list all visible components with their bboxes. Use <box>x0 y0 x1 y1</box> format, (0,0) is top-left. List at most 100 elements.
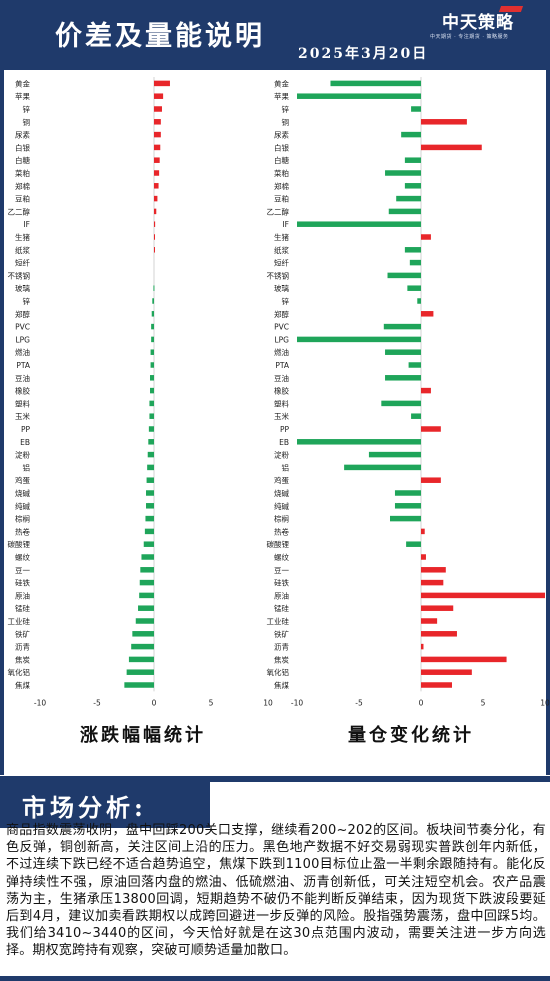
right-bar-PVC <box>383 323 421 330</box>
right-category-label: 不锈钢 <box>267 270 290 280</box>
brand-logo: 中天策略 中天期货 · 专注期货 · 策略服务 <box>428 6 543 46</box>
right-category-label: 锰硅 <box>274 603 289 613</box>
right-bar-氧化铝 <box>421 669 472 675</box>
right-category-label: 鸡蛋 <box>274 475 289 485</box>
right-category-label: 郑棉 <box>274 181 289 191</box>
logo-text: 中天策略 <box>442 13 514 33</box>
right-category-label: 棕榈 <box>274 514 289 524</box>
right-bar-工业硅 <box>421 618 438 624</box>
right-bar-白银 <box>421 144 482 151</box>
left-bar-生猪 <box>154 234 155 240</box>
right-bar-LPG <box>297 336 421 343</box>
right-bar-短纤 <box>409 259 421 266</box>
right-category-label: 豆一 <box>274 566 289 575</box>
right-bar-郑棉 <box>404 183 421 189</box>
right-tick-label: 0 <box>419 698 424 707</box>
left-bar-铜 <box>154 119 161 125</box>
right-bar-燃油 <box>385 349 421 355</box>
left-category-label: 铝 <box>23 462 31 472</box>
right-category-label: 郑醇 <box>274 309 289 319</box>
right-category-label: 铜 <box>282 117 290 127</box>
right-category-label: 乙二醇 <box>267 206 290 216</box>
right-category-label: 燃油 <box>274 347 289 357</box>
left-bar-塑料 <box>149 400 154 407</box>
left-tick-label: -5 <box>93 698 101 707</box>
left-category-label: 短纤 <box>15 258 30 268</box>
right-bar-白糖 <box>404 157 421 163</box>
right-category-label: 纸浆 <box>274 245 289 255</box>
right-category-label: PP <box>280 425 290 434</box>
left-bar-铁矿 <box>132 631 154 637</box>
left-category-label: 沥青 <box>15 642 30 652</box>
right-category-label: 尿素 <box>274 130 289 140</box>
left-category-label: 豆一 <box>15 566 30 575</box>
right-bar-沥青 <box>421 643 424 650</box>
left-category-label: 菜粕 <box>15 168 30 178</box>
right-bar-郑醇 <box>421 311 434 317</box>
section-heading: 市场分析: <box>22 793 147 822</box>
left-bar-豆一 <box>140 567 154 573</box>
left-bar-氧化铝 <box>126 669 154 675</box>
frame-right-border <box>546 70 550 775</box>
left-bar-棕榈 <box>145 515 154 522</box>
left-bar-橡胶 <box>150 387 154 394</box>
right-chart-caption: 量仓变化统计 <box>348 725 474 746</box>
left-bar-IF <box>154 221 156 227</box>
left-bar-豆油 <box>150 375 154 381</box>
left-category-label: 锌 <box>23 296 31 306</box>
right-bar-豆粕 <box>396 195 421 202</box>
right-category-label: 玉米 <box>274 411 289 421</box>
right-category-label: 热卷 <box>274 526 289 536</box>
left-bar-工业硅 <box>135 618 154 624</box>
left-category-label: 铜 <box>23 117 31 127</box>
right-category-label: 烧碱 <box>274 488 289 498</box>
left-category-label: PTA <box>16 361 31 370</box>
right-category-label: LPG <box>274 335 289 344</box>
right-bar-碳酸锂 <box>406 541 421 547</box>
left-bar-PTA <box>150 362 154 368</box>
right-bar-热卷 <box>421 528 425 535</box>
right-category-label: 工业硅 <box>267 616 290 626</box>
right-bar-PP <box>421 426 441 432</box>
right-category-label: 橡胶 <box>274 386 289 396</box>
left-tick-label: -10 <box>34 698 46 707</box>
right-bar-塑料 <box>381 400 421 407</box>
left-category-label: 棕榈 <box>15 514 30 524</box>
left-bar-黄金 <box>154 80 170 87</box>
right-category-label: 生猪 <box>274 232 289 242</box>
right-bar-硅铁 <box>421 579 444 586</box>
left-category-label: 工业硅 <box>8 616 31 626</box>
left-bar-PVC <box>151 323 154 330</box>
left-category-label: 郑棉 <box>15 181 30 191</box>
left-bar-尿素 <box>154 131 161 138</box>
right-category-label: 铝 <box>282 462 290 472</box>
left-category-label: 锌 <box>23 104 31 114</box>
left-bar-燃油 <box>150 349 154 355</box>
right-bar-橡胶 <box>421 387 431 394</box>
left-category-label: 鸡蛋 <box>15 475 30 485</box>
left-tick-label: 5 <box>209 698 214 707</box>
left-category-label: 生猪 <box>15 232 30 242</box>
left-category-label: IF <box>23 220 30 229</box>
left-bar-热卷 <box>144 528 154 535</box>
right-bar-焦炭 <box>421 656 507 663</box>
right-bar-铝 <box>344 464 421 471</box>
right-category-label: 纯碱 <box>274 501 289 511</box>
right-bar-玻璃 <box>407 285 421 291</box>
right-category-label: PVC <box>274 323 289 332</box>
left-bar-玻璃 <box>153 285 155 291</box>
right-bar-IF <box>297 221 421 227</box>
left-bar-碳酸锂 <box>143 541 154 547</box>
section-label-box <box>0 782 210 828</box>
left-bar-锌 <box>152 298 154 304</box>
left-category-label: 豆油 <box>15 373 30 383</box>
left-bar-乙二醇 <box>154 208 157 215</box>
right-bar-EB <box>297 439 421 445</box>
right-category-label: 豆粕 <box>274 194 289 204</box>
right-category-label: IF <box>282 220 289 229</box>
left-category-label: PP <box>21 425 31 434</box>
right-category-label: 碳酸锂 <box>267 539 290 549</box>
right-bar-纯碱 <box>394 503 421 509</box>
right-bar-铜 <box>421 119 467 125</box>
left-category-label: 锰硅 <box>15 603 30 613</box>
